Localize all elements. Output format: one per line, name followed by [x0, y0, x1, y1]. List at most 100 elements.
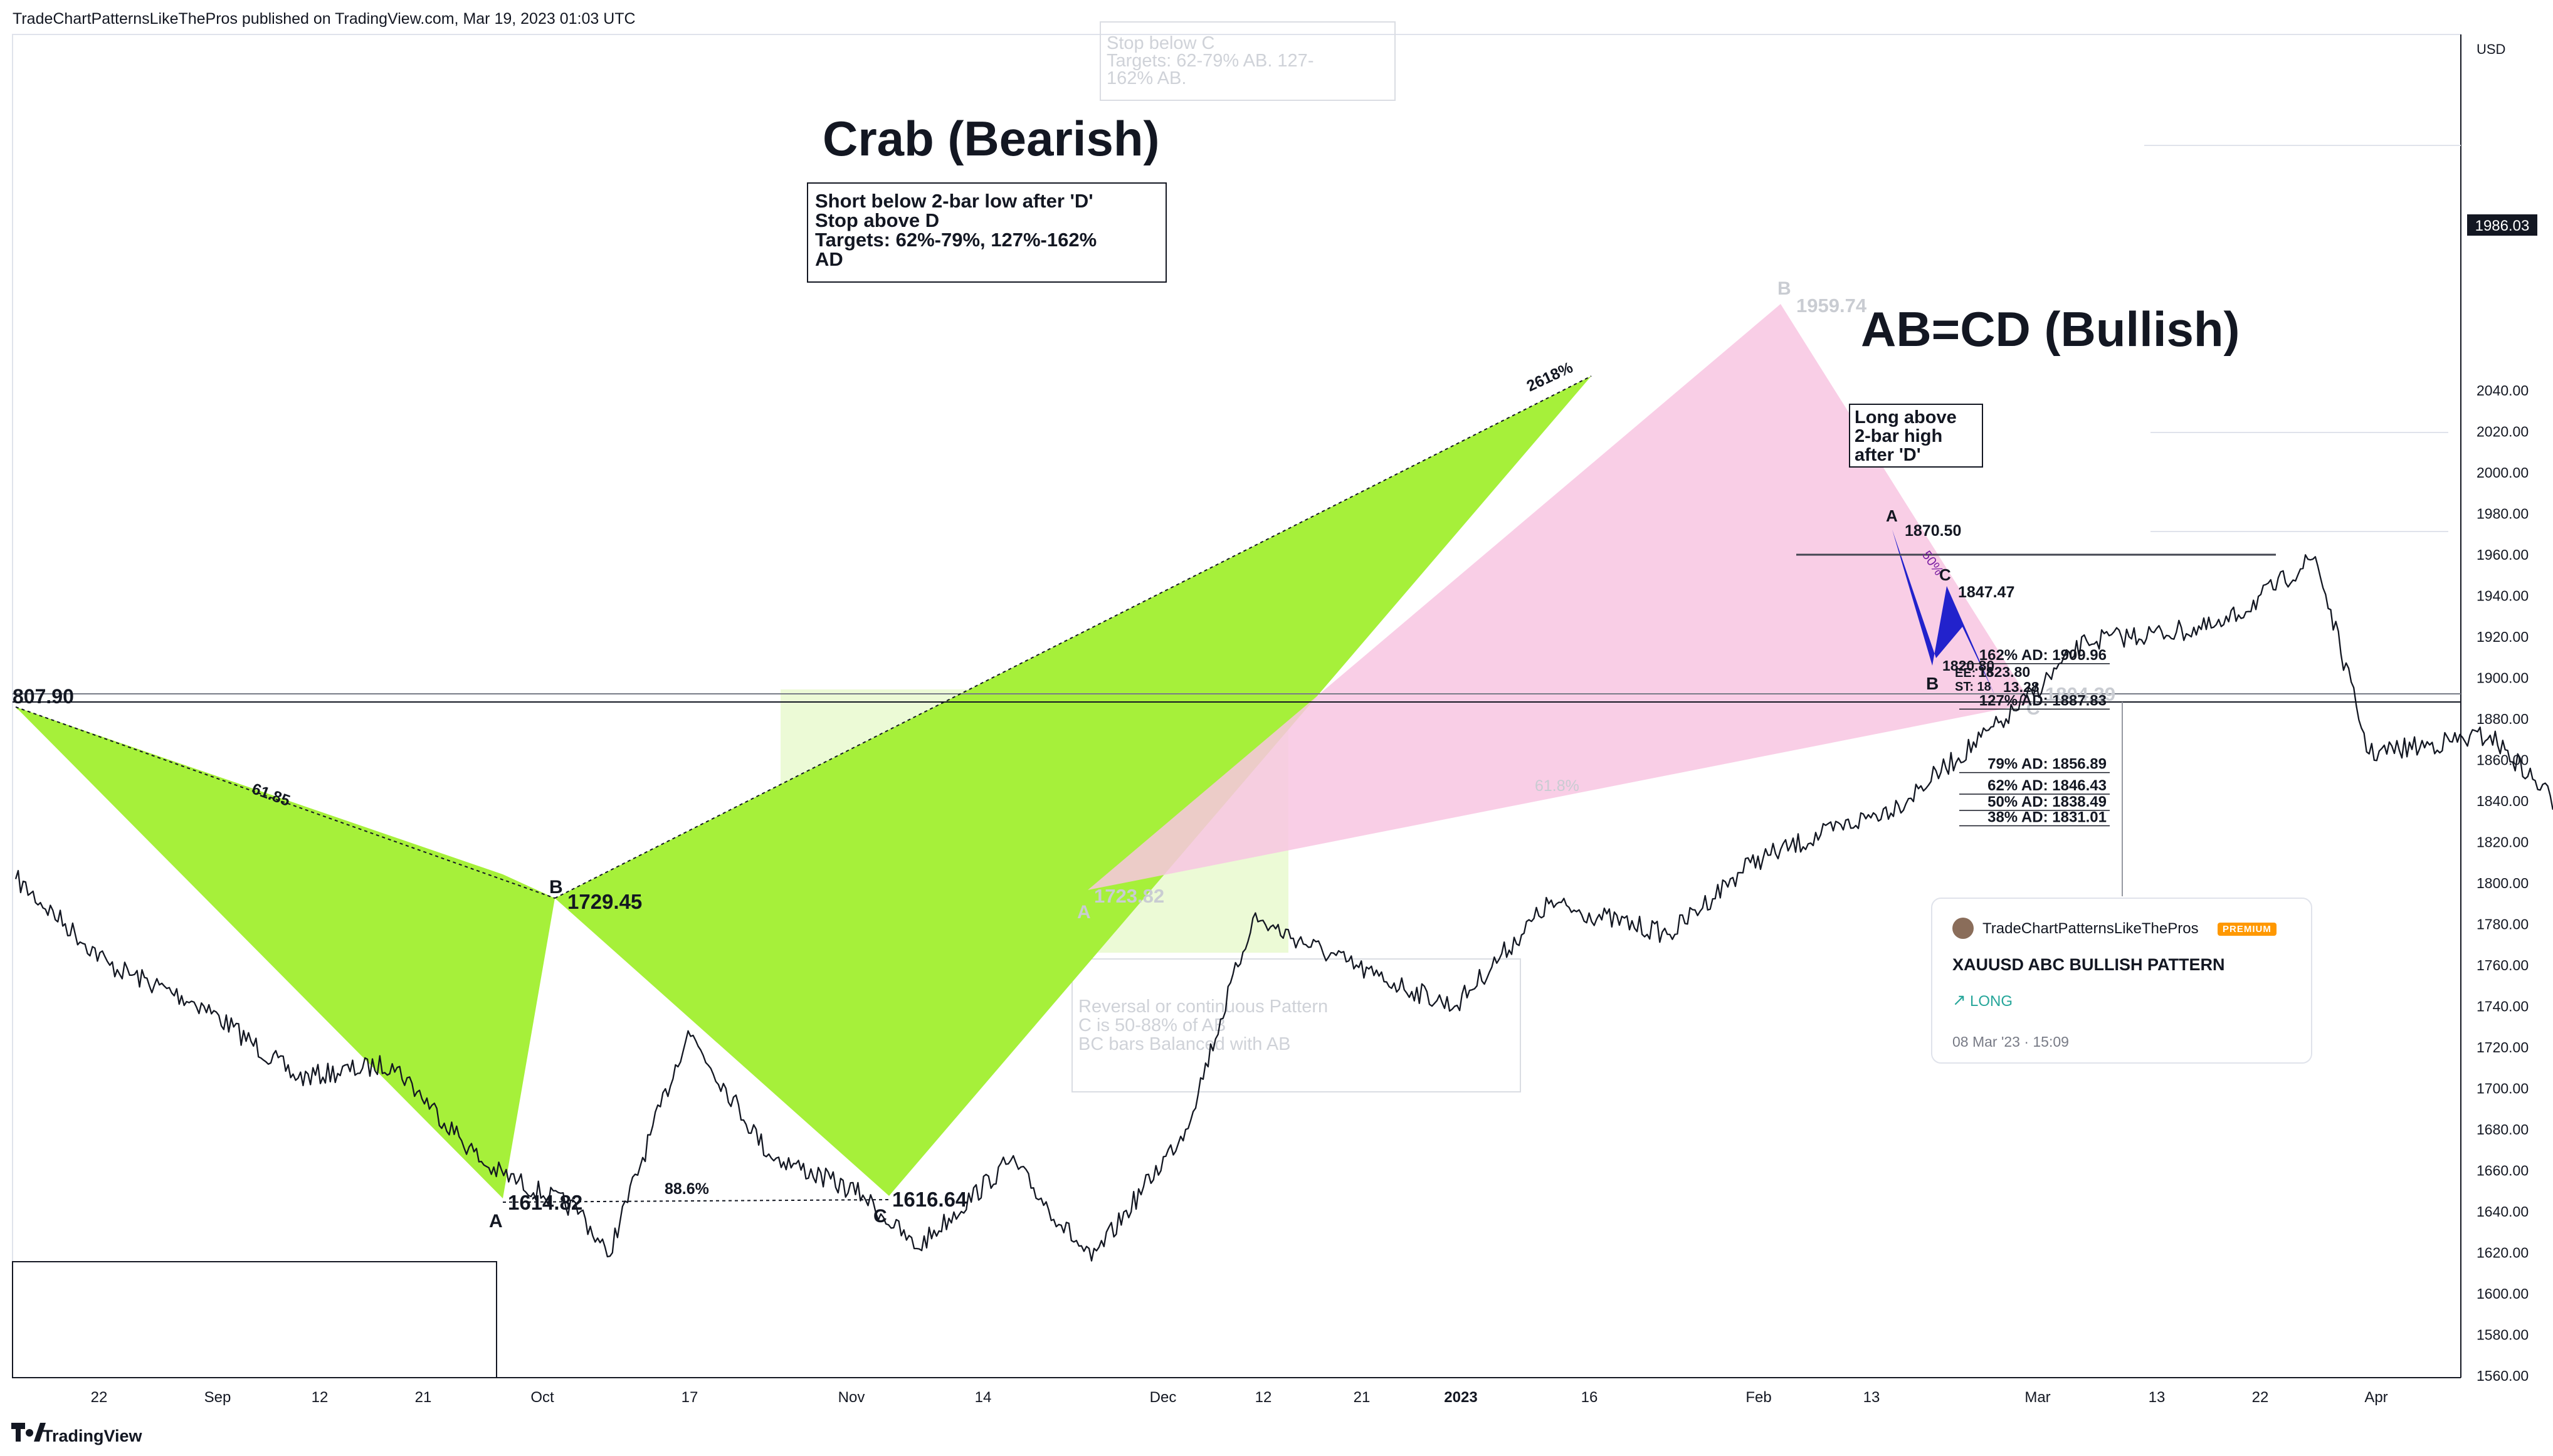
abcd-a-label: A: [1886, 506, 1898, 525]
pink-c-label: C: [2026, 698, 2040, 719]
x-tick-label: 13: [2149, 1389, 2166, 1406]
crab-ratio-ac: 88.6%: [665, 1180, 709, 1198]
x-tick-label: Mar: [2024, 1389, 2050, 1406]
crab-note-line-2: Stop above D: [815, 209, 939, 231]
reference-lines: [13, 432, 2461, 896]
crab-fill-xab-2: [16, 707, 555, 1198]
faded-note-middle-line-2: C is 50-88% of AB: [1078, 1015, 1226, 1035]
x-tick-label: 21: [415, 1389, 432, 1406]
abcd-stop-value: 13.28: [2003, 679, 2040, 695]
x-tick-label: Dec: [1150, 1389, 1177, 1406]
idea-direction: LONG: [1970, 993, 2013, 1010]
y-tick-label: 2000.00: [2477, 464, 2529, 481]
x-tick-label: Sep: [204, 1389, 231, 1406]
faded-note-top-box: [1100, 21, 1396, 101]
pink-b-price: 1959.74: [1796, 295, 1867, 317]
abcd-stop: ST: 18: [1955, 680, 1991, 694]
crab-x-price: 807.90: [13, 685, 74, 708]
idea-date: 08 Mar '23 · 15:09: [1952, 1034, 2069, 1050]
y-tick-label: 2020.00: [2477, 424, 2529, 440]
crab-line-bd: [554, 375, 1592, 899]
y-tick-label: 1980.00: [2477, 506, 2529, 522]
y-tick-label: 1940.00: [2477, 588, 2529, 604]
abcd-annotations: AB=CD (Bullish) Long above 2-bar high af…: [1849, 301, 2240, 827]
abcd-note-line-2: 2-bar high: [1855, 426, 1942, 446]
y-tick-label: 1800.00: [2477, 875, 2529, 891]
ad-level-label: 79% AD: 1856.89: [1987, 756, 2107, 773]
abcd-title: AB=CD (Bullish): [1861, 301, 2240, 357]
publisher-line: TradeChartPatternsLikeThePros published …: [13, 10, 636, 28]
crab-a-label: A: [489, 1211, 503, 1232]
y-tick-label: 1580.00: [2477, 1327, 2529, 1343]
faded-note-middle-box: [1071, 958, 1521, 1092]
ad-level-label: 127% AD: 1887.83: [1979, 692, 2107, 709]
x-tick-label: 2023: [1444, 1389, 1477, 1406]
y-tick-label: 1560.00: [2477, 1368, 2529, 1384]
y-tick-label: 1740.00: [2477, 998, 2529, 1015]
abcd-note-line-1: Long above: [1855, 407, 1957, 427]
x-tick-label: 12: [1255, 1389, 1272, 1406]
price-axis[interactable]: 1560.00 1580.00 1600.00 1620.00 1640.00 1660.…: [2477, 382, 2529, 1384]
crab-line-ac: [502, 1199, 890, 1203]
abcd-note-line-3: after 'D': [1855, 445, 1921, 465]
crab-c-label: C: [873, 1206, 887, 1227]
pink-ratio: 61.8%: [1535, 777, 1579, 795]
currency-label: USD: [2477, 41, 2505, 57]
abcd-a-price: 1870.50: [1905, 522, 1961, 540]
faded-note-middle-line-1: Reversal or continuous Pattern: [1078, 997, 1328, 1017]
x-tick-label: Apr: [2364, 1389, 2387, 1406]
empty-drawing-box: [12, 1261, 497, 1378]
abcd-blue-fill: [1892, 530, 1995, 696]
x-tick-label: 21: [1354, 1389, 1371, 1406]
y-tick-label: 1860.00: [2477, 752, 2529, 768]
y-tick-label: 1600.00: [2477, 1286, 2529, 1302]
pink-a-price: 1723.82: [1094, 885, 1164, 907]
x-tick-label: 22: [2252, 1389, 2269, 1406]
y-tick-label: 1880.00: [2477, 711, 2529, 727]
ad-level-label: 162% AD: 1909.96: [1979, 647, 2107, 664]
y-tick-label: 1640.00: [2477, 1203, 2529, 1220]
ad-level-label: 50% AD: 1838.49: [1987, 793, 2107, 810]
crab-note-line-1: Short below 2-bar low after 'D': [815, 190, 1093, 212]
abcd-mid-value: 1823.80: [1978, 664, 2030, 680]
y-tick-label: 1960.00: [2477, 547, 2529, 563]
tradingview-brand: TradingView: [43, 1427, 143, 1445]
pink-a-label: A: [1077, 902, 1091, 923]
crab-annotations: Crab (Bearish) Short below 2-bar low aft…: [13, 111, 1576, 1232]
ad-level-label: 38% AD: 1831.01: [1987, 809, 2107, 825]
y-tick-label: 1720.00: [2477, 1039, 2529, 1055]
y-tick-label: 1920.00: [2477, 629, 2529, 645]
pink-c-price: 1804.39: [2045, 683, 2115, 705]
crab-note-line-3: Targets: 62%-79%, 127%-162%: [815, 229, 1097, 251]
ad-level-label: 62% AD: 1846.43: [1987, 777, 2107, 794]
time-axis[interactable]: 22 Sep 12 21 Oct 17 Nov 14 Dec 12 21 2023 16 Feb 13 Mar…: [91, 1389, 2388, 1406]
ad-levels: 162% AD: 1909.96 127% AD: 1887.83 79% AD: …: [1959, 647, 2110, 827]
x-tick-label: 17: [682, 1389, 698, 1406]
x-tick-label: 22: [91, 1389, 108, 1406]
pink-abcd-labels: A 1723.82 B 1959.74 C 1804.39 61.8%: [1077, 278, 2115, 923]
y-tick-label: 1780.00: [2477, 916, 2529, 933]
price-series-line: [14, 554, 2553, 1262]
abcd-c-price: 1847.47: [1958, 584, 2014, 601]
crab-title: Crab (Bearish): [823, 111, 1159, 166]
current-price-label: 1986.03: [2475, 217, 2530, 234]
abcd-note-box: [1849, 404, 1983, 468]
long-arrow-icon: ↗: [1952, 990, 1966, 1009]
idea-card[interactable]: TradeChartPatternsLikeThePros PREMIUM XA…: [1931, 898, 2312, 1064]
author-name[interactable]: TradeChartPatternsLikeThePros: [1982, 920, 2199, 937]
crab-note-line-4: AD: [815, 248, 843, 270]
y-tick-label: 1820.00: [2477, 834, 2529, 851]
y-tick-label: 1700.00: [2477, 1081, 2529, 1097]
current-price-tag: [2467, 214, 2537, 236]
crab-b-label: B: [549, 877, 563, 898]
x-tick-label: Feb: [1745, 1389, 1771, 1406]
x-tick-label: Nov: [838, 1389, 865, 1406]
faded-note-top-line-1: Stop below C: [1107, 33, 1215, 53]
x-tick-label: 12: [312, 1389, 329, 1406]
author-avatar[interactable]: [1952, 918, 1974, 939]
y-tick-label: 1760.00: [2477, 957, 2529, 973]
idea-title[interactable]: XAUUSD ABC BULLISH PATTERN: [1952, 955, 2225, 974]
x-tick-label: 16: [1581, 1389, 1598, 1406]
